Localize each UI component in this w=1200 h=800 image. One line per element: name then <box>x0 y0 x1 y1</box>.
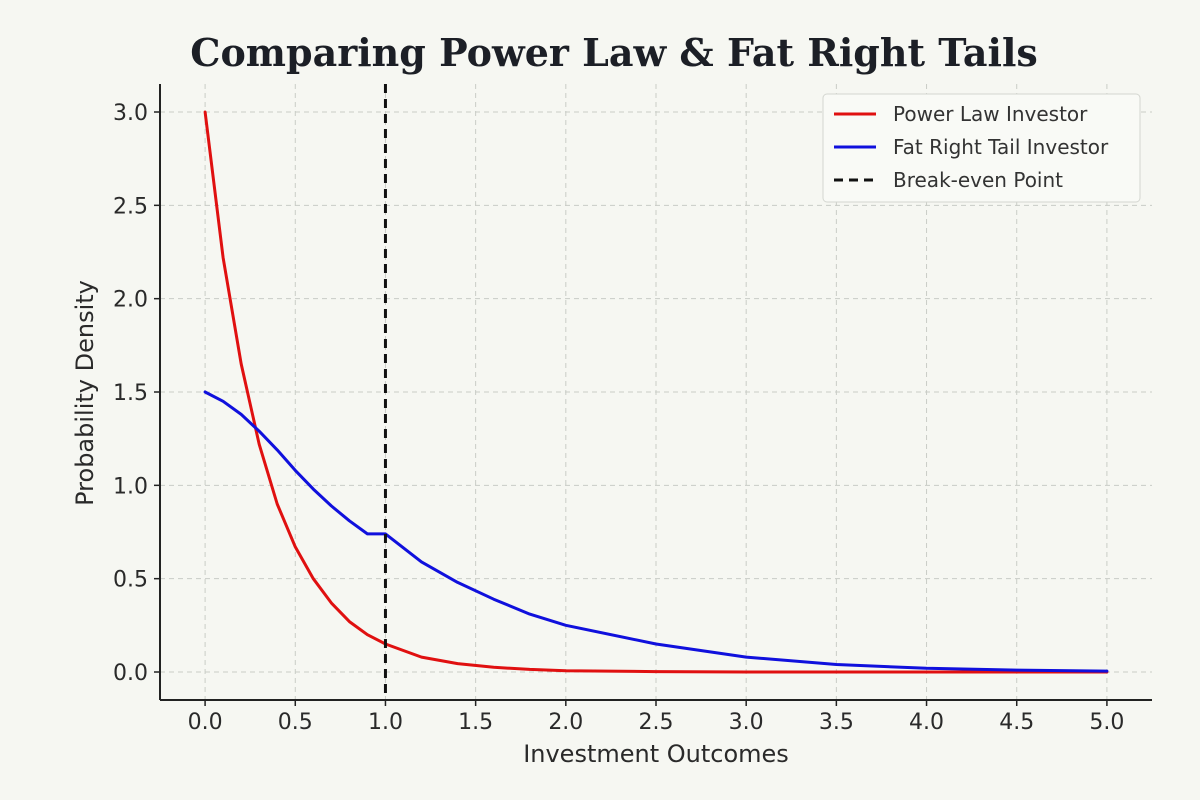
legend-label-1: Power Law Investor <box>893 102 1088 126</box>
x-axis-label: Investment Outcomes <box>523 740 789 768</box>
y-tick-label: 1.0 <box>113 474 148 499</box>
x-tick-label: 0.5 <box>278 710 313 735</box>
series-line-2 <box>203 390 1109 673</box>
x-tick-label: 1.5 <box>458 710 493 735</box>
x-tick-label: 1.0 <box>368 710 403 735</box>
series-line-1 <box>203 110 1109 674</box>
y-ticks: 0.0 0.5 1.0 1.5 2.0 2.5 3.0 <box>113 101 160 686</box>
x-tick-label: 0.0 <box>188 710 223 735</box>
x-tick-label: 3.0 <box>729 710 764 735</box>
legend-label-3: Break-even Point <box>893 168 1063 192</box>
y-axis-label: Probability Density <box>71 280 99 506</box>
x-tick-label: 4.5 <box>999 710 1034 735</box>
y-tick-label: 0.5 <box>113 568 148 593</box>
x-tick-label: 5.0 <box>1089 710 1124 735</box>
legend-box <box>822 93 1141 203</box>
x-tick-label: 4.0 <box>909 710 944 735</box>
y-tick-label: 1.5 <box>113 381 148 406</box>
x-tick-label: 2.0 <box>548 710 583 735</box>
y-tick-label: 0.0 <box>113 661 148 686</box>
y-tick-label: 2.5 <box>113 194 148 219</box>
chart-title: Comparing Power Law & Fat Right Tails <box>190 30 1038 75</box>
x-tick-label: 2.5 <box>639 710 674 735</box>
series-layer <box>203 110 1109 674</box>
legend: Power Law Investor Fat Right Tail Investo… <box>822 93 1141 203</box>
y-tick-label: 3.0 <box>113 101 148 126</box>
x-tick-label: 3.5 <box>819 710 854 735</box>
x-ticks: 0.0 0.5 1.0 1.5 2.0 2.5 3.0 3.5 4.0 4.5 5.0 <box>188 700 1124 735</box>
y-tick-label: 2.0 <box>113 288 148 313</box>
legend-label-2: Fat Right Tail Investor <box>893 135 1109 159</box>
